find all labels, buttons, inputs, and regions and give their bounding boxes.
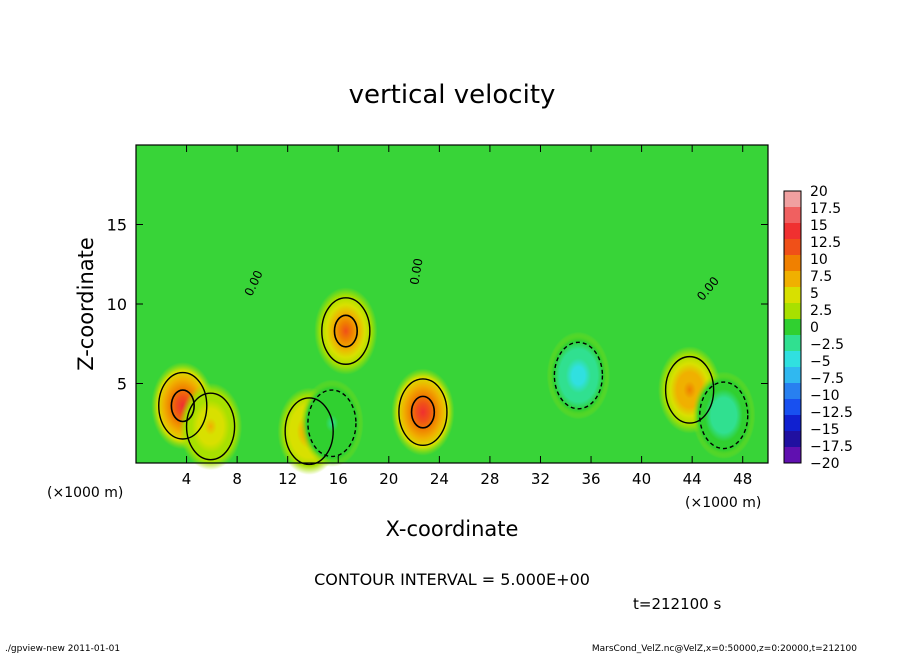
contour-label: 0.00 <box>407 257 425 286</box>
downdraft-cell <box>546 331 611 420</box>
contour-interval-text: CONTOUR INTERVAL = 5.000E+00 <box>314 570 590 589</box>
colorbar-label: −17.5 <box>810 439 853 455</box>
updraft-inner-contour <box>410 395 436 429</box>
colorbar-label: −20 <box>810 456 840 472</box>
colorbar-band <box>784 399 801 416</box>
updraft-cell <box>314 287 378 375</box>
colorbar-label: −7.5 <box>810 371 844 387</box>
colorbar: 2017.51512.5107.552.50−2.5−5−7.5−10−12.5… <box>783 184 853 472</box>
colorbar-label: 20 <box>810 184 828 200</box>
colorbar-label: 12.5 <box>810 235 841 251</box>
updraft-contour <box>284 397 334 466</box>
colorbar-label: −12.5 <box>810 405 853 421</box>
updraft-cell <box>178 382 243 471</box>
updraft-inner-contour <box>333 314 358 348</box>
colorbar-band <box>784 367 801 384</box>
colorbar-label: 5 <box>810 286 819 302</box>
colorbar-band <box>784 415 801 432</box>
x-tick-label: 28 <box>480 470 499 488</box>
x-axis: 4 8 12 16 20 24 28 32 36 40 44 48 <box>182 145 752 488</box>
x-tick-label: 36 <box>581 470 600 488</box>
x-tick-label: 12 <box>278 470 297 488</box>
x-tick-label: 44 <box>683 470 702 488</box>
colorbar-band <box>784 351 801 368</box>
colorbar-band <box>784 303 801 320</box>
x-tick-label: 20 <box>379 470 398 488</box>
y-tick-label: 5 <box>117 375 127 394</box>
downdraft-contour <box>699 381 749 450</box>
updraft-contour <box>398 378 448 447</box>
colorbar-band <box>784 335 801 352</box>
x-unit-left: (×1000 m) <box>47 485 123 501</box>
y-tick-label: 15 <box>107 216 127 235</box>
colorbar-band <box>784 207 801 224</box>
updraft-contour <box>664 355 715 424</box>
updraft-inner-contour <box>170 389 195 423</box>
footer-right: MarsCond_VelZ.nc@VelZ,x=0:50000,z=0:2000… <box>592 644 857 654</box>
x-tick-label: 8 <box>232 470 242 488</box>
colorbar-label: −15 <box>810 422 840 438</box>
x-tick-label: 16 <box>329 470 348 488</box>
updraft-contour <box>321 297 371 365</box>
colorbar-band <box>784 447 801 464</box>
colorbar-band <box>784 383 801 400</box>
colorbar-label: 10 <box>810 252 828 268</box>
time-text: t=212100 s <box>633 595 721 613</box>
downdraft-contour <box>553 341 604 410</box>
colorbar-label: −5 <box>810 354 831 370</box>
chart-title: vertical velocity <box>349 80 556 110</box>
updraft-contour <box>185 392 236 461</box>
colorbar-band <box>784 287 801 304</box>
colorbar-label: 0 <box>810 320 819 336</box>
x-tick-label: 24 <box>430 470 449 488</box>
footer-left: ./gpview-new 2011-01-01 <box>5 644 120 654</box>
x-tick-label: 32 <box>531 470 550 488</box>
updraft-contour <box>158 371 208 440</box>
colorbar-frame <box>783 190 802 464</box>
colorbar-band <box>784 191 801 208</box>
colorbar-band <box>784 239 801 256</box>
y-axis: 5 10 15 <box>107 216 768 394</box>
colorbar-label: −2.5 <box>810 337 844 353</box>
x-unit-right: (×1000 m) <box>685 495 761 511</box>
updraft-cell <box>391 368 455 456</box>
colorbar-label: −10 <box>810 388 840 404</box>
colorbar-label: 15 <box>810 218 828 234</box>
x-tick-label: 4 <box>182 470 192 488</box>
y-axis-label: Z-coordinate <box>74 237 98 371</box>
downdraft-contour <box>307 389 357 458</box>
colorbar-label: 7.5 <box>810 269 832 285</box>
x-tick-label: 40 <box>632 470 651 488</box>
colorbar-label: 2.5 <box>810 303 832 319</box>
colorbar-band <box>784 271 801 288</box>
colorbar-band <box>784 319 801 336</box>
y-tick-label: 10 <box>107 295 127 314</box>
colorbar-band <box>784 431 801 448</box>
colorbar-band <box>784 223 801 240</box>
downdraft-cell <box>692 371 756 460</box>
x-axis-label: X-coordinate <box>386 517 519 541</box>
x-tick-label: 48 <box>733 470 752 488</box>
colorbar-band <box>784 255 801 272</box>
colorbar-label: 17.5 <box>810 201 841 217</box>
